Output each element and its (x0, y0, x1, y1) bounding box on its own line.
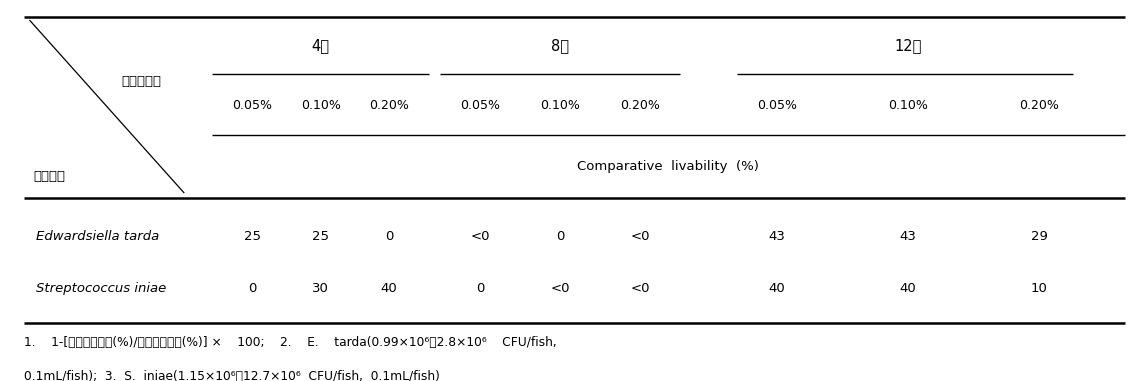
Text: 0.10%: 0.10% (541, 99, 580, 112)
Text: 0.1mL/fish);  3.  S.  iniae(1.15×10⁶～12.7×10⁶  CFU/fish,  0.1mL/fish): 0.1mL/fish); 3. S. iniae(1.15×10⁶～12.7×1… (24, 370, 440, 381)
Text: 0.05%: 0.05% (757, 99, 797, 112)
Text: 0.05%: 0.05% (461, 99, 501, 112)
Text: 25: 25 (312, 229, 329, 243)
Text: 기간・농도: 기간・농도 (121, 75, 161, 88)
Text: 40: 40 (768, 282, 785, 295)
Text: 어병세균: 어병세균 (33, 170, 65, 183)
Text: 40: 40 (900, 282, 917, 295)
Text: 1.    1-[치리구포사율(%)/대조구포사율(%)] ×    100;    2.    E.    tarda(0.99×10⁶～2.8×10⁶   : 1. 1-[치리구포사율(%)/대조구포사율(%)] × 100; 2. E. … (24, 336, 557, 349)
Text: 12주: 12주 (894, 38, 921, 53)
Text: 43: 43 (768, 229, 785, 243)
Text: 10: 10 (1031, 282, 1047, 295)
Text: <0: <0 (471, 229, 490, 243)
Text: <0: <0 (630, 229, 649, 243)
Text: 0.10%: 0.10% (888, 99, 928, 112)
Text: 0.20%: 0.20% (1020, 99, 1058, 112)
Text: 8주: 8주 (551, 38, 569, 53)
Text: Streptococcus iniae: Streptococcus iniae (35, 282, 166, 295)
Text: 30: 30 (312, 282, 329, 295)
Text: 0.20%: 0.20% (620, 99, 660, 112)
Text: <0: <0 (550, 282, 570, 295)
Text: 0.05%: 0.05% (232, 99, 272, 112)
Text: 0.20%: 0.20% (369, 99, 409, 112)
Text: 0: 0 (248, 282, 256, 295)
Text: Edwardsiella tarda: Edwardsiella tarda (35, 229, 159, 243)
Text: Comparative  livability  (%): Comparative livability (%) (577, 160, 759, 173)
Text: 25: 25 (243, 229, 261, 243)
Text: 0: 0 (385, 229, 393, 243)
Text: <0: <0 (630, 282, 649, 295)
Text: 0.10%: 0.10% (301, 99, 341, 112)
Text: 0: 0 (477, 282, 485, 295)
Text: 40: 40 (381, 282, 398, 295)
Text: 43: 43 (900, 229, 917, 243)
Text: 4주: 4주 (312, 38, 329, 53)
Text: 0: 0 (555, 229, 565, 243)
Text: 29: 29 (1031, 229, 1047, 243)
